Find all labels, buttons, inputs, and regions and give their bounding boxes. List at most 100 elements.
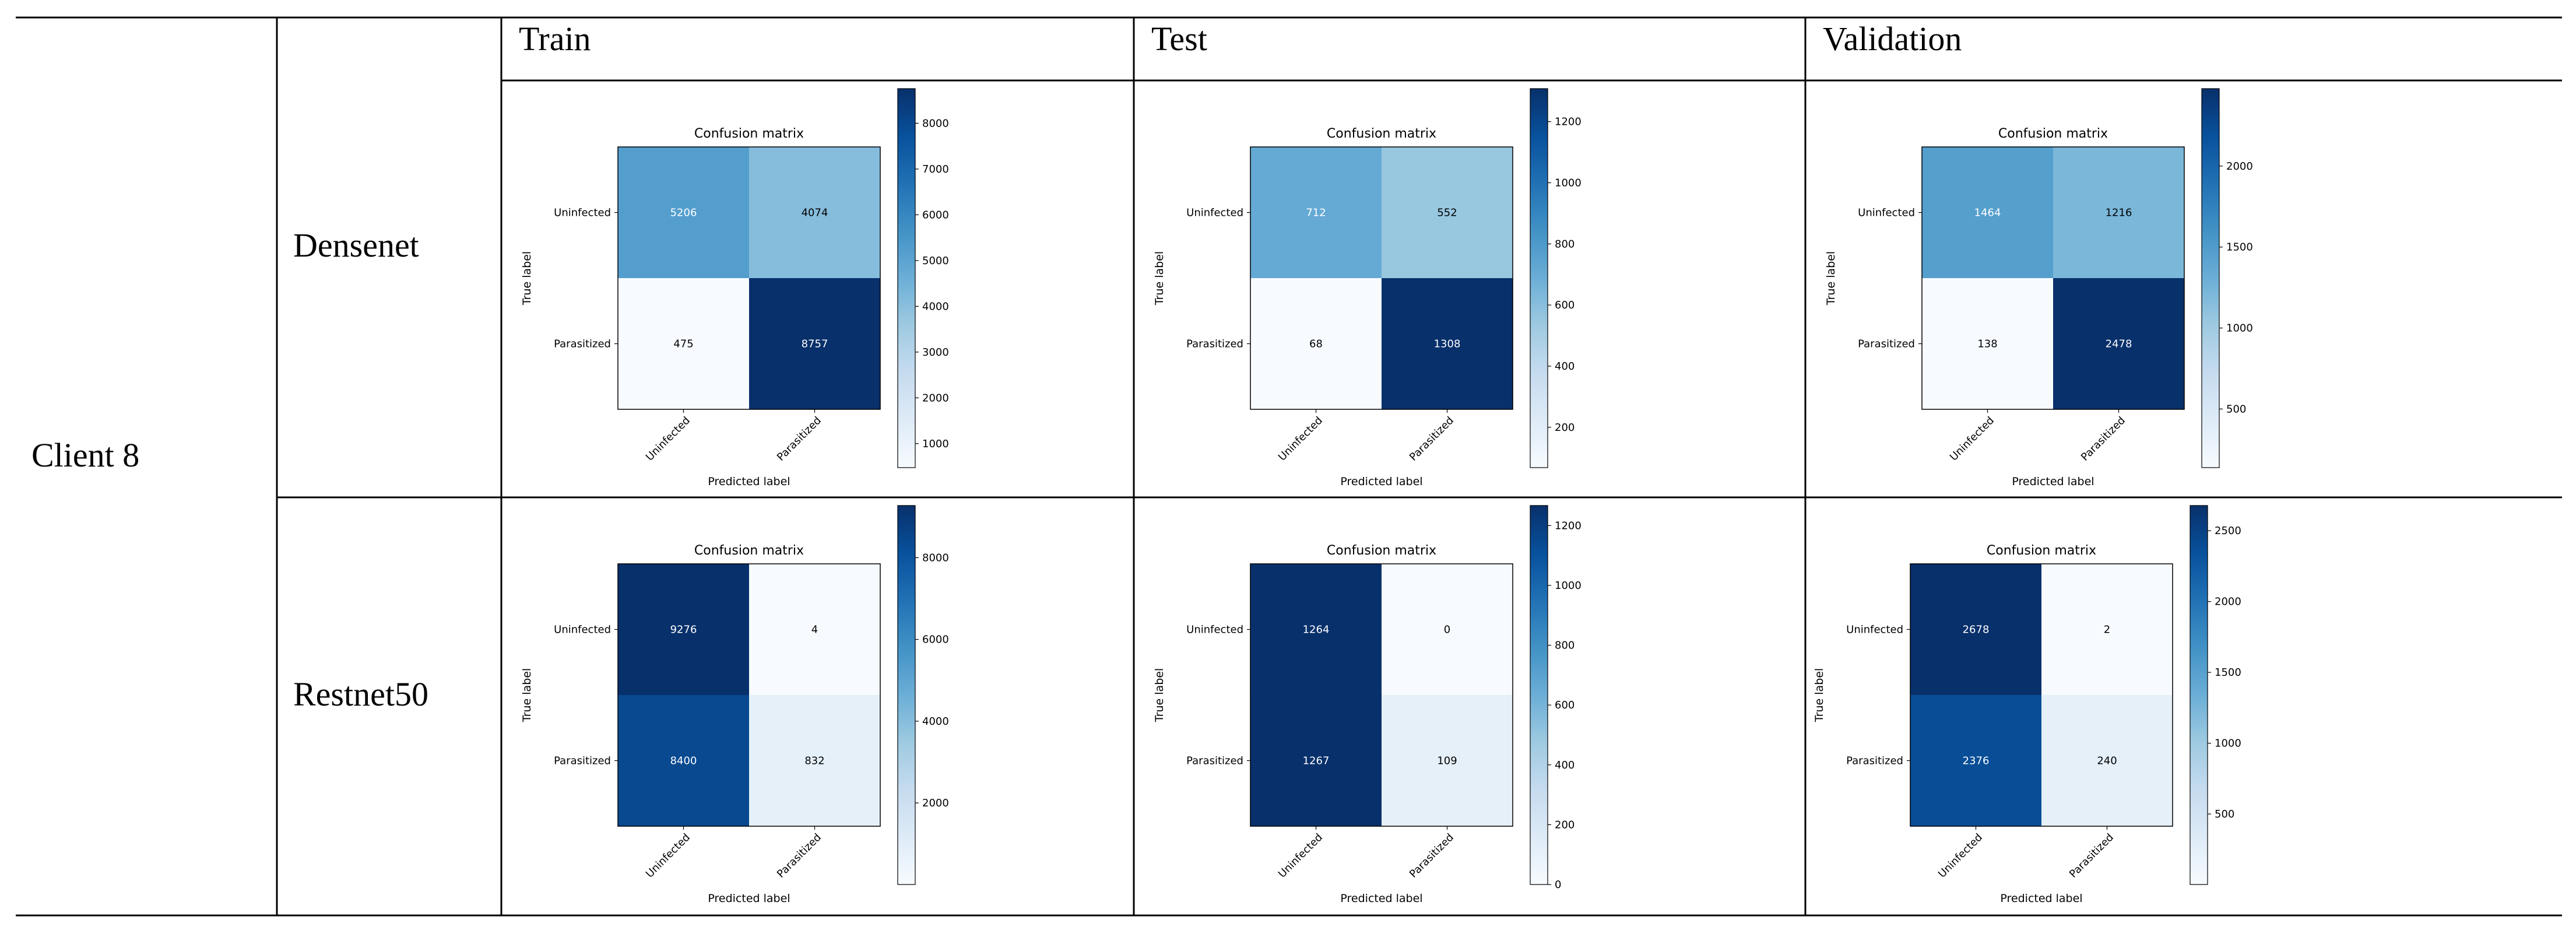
cm-densenet-test-title: Confusion matrix bbox=[1327, 127, 1436, 141]
cm-restnet50-train-cell-1-1 bbox=[749, 695, 880, 826]
cm-restnet50-validation-colorbar-tick-label-4: 2500 bbox=[2215, 525, 2241, 537]
cm-densenet-validation-ytick-label-0: Uninfected bbox=[1858, 207, 1915, 219]
column-header-test: Test bbox=[1151, 20, 1207, 58]
cm-restnet50-validation-ylabel: True label bbox=[1813, 668, 1826, 722]
client-label: Client 8 bbox=[31, 436, 139, 474]
cm-restnet50-test-ylabel: True label bbox=[1153, 668, 1166, 722]
cm-restnet50-validation-value-0-1: 2 bbox=[2104, 624, 2110, 636]
cm-densenet-train-frame bbox=[617, 146, 881, 410]
cm-restnet50-train-ytick-label-0: Uninfected bbox=[554, 624, 611, 636]
cm-densenet-test-cell-0-0 bbox=[1250, 147, 1382, 278]
row-label-densenet: Densenet bbox=[293, 226, 419, 264]
cm-densenet-validation: Confusion matrix 1464 1216 138 2478 Uninfecte… bbox=[1825, 88, 2253, 488]
cm-restnet50-validation-colorbar-tick-label-2: 1500 bbox=[2215, 666, 2241, 679]
cm-restnet50-validation-colorbar-tick-label-1: 1000 bbox=[2215, 738, 2241, 750]
cm-densenet-test-ytick-label-0: Uninfected bbox=[1186, 207, 1243, 219]
cm-densenet-validation-colorbar bbox=[2201, 88, 2220, 468]
cm-restnet50-train-value-1-1: 832 bbox=[804, 755, 824, 767]
cm-restnet50-validation-xlabel: Predicted label bbox=[2000, 892, 2082, 905]
cm-restnet50-train-colorbar-tick-label-0: 2000 bbox=[922, 797, 949, 809]
cm-densenet-train-colorbar-tick-label-4: 5000 bbox=[922, 255, 949, 267]
cm-restnet50-train-title: Confusion matrix bbox=[694, 543, 804, 558]
cm-densenet-test-colorbar-tick-label-5: 1200 bbox=[1555, 116, 1582, 128]
cm-restnet50-train-value-0-0: 9276 bbox=[670, 624, 697, 636]
row-label-restnet50: Restnet50 bbox=[293, 675, 428, 713]
cm-restnet50-test-cell-1-0 bbox=[1250, 695, 1382, 826]
cm-densenet-train-cell-1-1 bbox=[749, 278, 880, 409]
cm-restnet50-train-cell-1-0 bbox=[618, 695, 749, 826]
cm-restnet50-train: Confusion matrix 9276 4 8400 832 Uninfected Pa… bbox=[521, 505, 949, 905]
cm-densenet-validation-title: Confusion matrix bbox=[1998, 127, 2108, 141]
cm-restnet50-test-value-1-0: 1267 bbox=[1303, 755, 1330, 767]
cm-densenet-train-cell-0-1 bbox=[749, 147, 880, 278]
cm-densenet-train-value-0-1: 4074 bbox=[802, 207, 828, 219]
cm-densenet-test-value-0-1: 552 bbox=[1437, 207, 1457, 219]
cm-restnet50-validation-value-0-0: 2678 bbox=[1963, 624, 1990, 636]
cm-densenet-validation-value-0-0: 1464 bbox=[1974, 207, 2001, 219]
cm-densenet-validation-colorbar-tick-label-2: 1500 bbox=[2226, 241, 2253, 254]
cm-restnet50-train-xlabel: Predicted label bbox=[708, 892, 790, 905]
cm-densenet-train-colorbar-tick-label-3: 4000 bbox=[922, 300, 949, 313]
cm-restnet50-validation-colorbar-tick-label-3: 2000 bbox=[2215, 596, 2241, 608]
cm-restnet50-validation-title: Confusion matrix bbox=[1987, 543, 2096, 558]
cm-restnet50-test-colorbar-tick-label-0: 0 bbox=[1555, 879, 1561, 891]
cm-restnet50-test-colorbar-tick-label-5: 1000 bbox=[1555, 580, 1582, 592]
cm-densenet-test-colorbar-tick-label-0: 200 bbox=[1555, 422, 1575, 434]
cm-densenet-validation-xlabel: Predicted label bbox=[2012, 475, 2094, 488]
cm-densenet-train-value-0-0: 5206 bbox=[670, 207, 697, 219]
cm-densenet-test-xlabel: Predicted label bbox=[1340, 475, 1422, 488]
cm-restnet50-test-colorbar-tick-label-1: 200 bbox=[1555, 819, 1575, 831]
cm-densenet-test-value-1-0: 68 bbox=[1309, 338, 1323, 350]
cm-densenet-validation-ylabel: True label bbox=[1825, 251, 1837, 306]
cm-restnet50-validation-frame bbox=[1910, 563, 2173, 827]
column-header-validation: Validation bbox=[1823, 20, 1962, 58]
cm-densenet-test-cell-1-0 bbox=[1250, 278, 1382, 409]
cm-restnet50-test-cell-1-1 bbox=[1382, 695, 1513, 826]
cm-restnet50-train-colorbar-tick-label-1: 4000 bbox=[922, 715, 949, 728]
cm-restnet50-train-ytick-label-1: Parasitized bbox=[554, 755, 611, 767]
cm-densenet-train-colorbar-tick-label-6: 7000 bbox=[922, 163, 949, 176]
cm-restnet50-validation-colorbar-tick-label-0: 500 bbox=[2215, 808, 2234, 820]
cm-restnet50-train-colorbar-tick-label-2: 6000 bbox=[922, 634, 949, 646]
cm-densenet-test-ylabel: True label bbox=[1153, 251, 1166, 306]
cm-densenet-train-value-1-0: 475 bbox=[673, 338, 693, 350]
cm-restnet50-train-colorbar-tick-label-3: 8000 bbox=[922, 552, 949, 564]
cm-densenet-train-title: Confusion matrix bbox=[694, 127, 804, 141]
cm-densenet-train-colorbar-tick-label-5: 6000 bbox=[922, 209, 949, 221]
cm-densenet-test: Confusion matrix 712 552 68 1308 Uninfected Pa… bbox=[1153, 88, 1582, 488]
cm-restnet50-train-value-1-0: 8400 bbox=[670, 755, 697, 767]
cm-densenet-validation-colorbar-tick-label-3: 2000 bbox=[2226, 160, 2253, 173]
cm-densenet-validation-cell-0-1 bbox=[2053, 147, 2184, 278]
cm-densenet-test-value-1-1: 1308 bbox=[1434, 338, 1461, 350]
cm-restnet50-test-colorbar-tick-label-3: 600 bbox=[1555, 699, 1575, 711]
cm-restnet50-test-title: Confusion matrix bbox=[1327, 543, 1436, 558]
cm-densenet-test-frame bbox=[1250, 146, 1513, 410]
cm-densenet-train-ytick-label-1: Parasitized bbox=[554, 338, 611, 350]
cm-densenet-train-colorbar-tick-label-1: 2000 bbox=[922, 392, 949, 404]
cm-restnet50-validation-cell-1-1 bbox=[2041, 695, 2173, 826]
cm-restnet50-validation-ytick-label-0: Uninfected bbox=[1846, 624, 1903, 636]
cm-restnet50-train-ylabel: True label bbox=[521, 668, 533, 722]
cm-restnet50-test-frame bbox=[1250, 563, 1513, 827]
cm-densenet-validation-cell-1-1 bbox=[2053, 278, 2184, 409]
cm-restnet50-validation-ytick-label-1: Parasitized bbox=[1846, 755, 1903, 767]
cm-densenet-train-colorbar-tick-label-2: 3000 bbox=[922, 346, 949, 359]
column-header-train: Train bbox=[519, 20, 591, 58]
cm-densenet-test-cell-1-1 bbox=[1382, 278, 1513, 409]
cm-densenet-validation-cell-1-0 bbox=[1922, 278, 2053, 409]
cm-restnet50-test-colorbar bbox=[1530, 505, 1548, 885]
cm-restnet50-train-value-0-1: 4 bbox=[811, 624, 818, 636]
cm-restnet50-test-colorbar-tick-label-2: 400 bbox=[1555, 759, 1575, 771]
cm-restnet50-test-value-0-0: 1264 bbox=[1303, 624, 1330, 636]
cm-densenet-train-xlabel: Predicted label bbox=[708, 475, 790, 488]
cm-densenet-validation-value-1-0: 138 bbox=[1977, 338, 1997, 350]
cm-restnet50-test-cell-0-1 bbox=[1382, 564, 1513, 695]
cm-densenet-test-ytick-label-1: Parasitized bbox=[1186, 338, 1243, 350]
confusion-matrix-charts: Confusion matrix 5206 4074 475 8757 Uninfecte… bbox=[521, 88, 2253, 905]
cm-restnet50-train-frame bbox=[617, 563, 881, 827]
cm-restnet50-train-colorbar bbox=[897, 505, 916, 885]
cm-densenet-train: Confusion matrix 5206 4074 475 8757 Uninfecte… bbox=[521, 88, 949, 488]
table-grid bbox=[16, 16, 2562, 917]
cm-restnet50-validation-cell-1-0 bbox=[1910, 695, 2041, 826]
cm-densenet-train-cell-0-0 bbox=[618, 147, 749, 278]
